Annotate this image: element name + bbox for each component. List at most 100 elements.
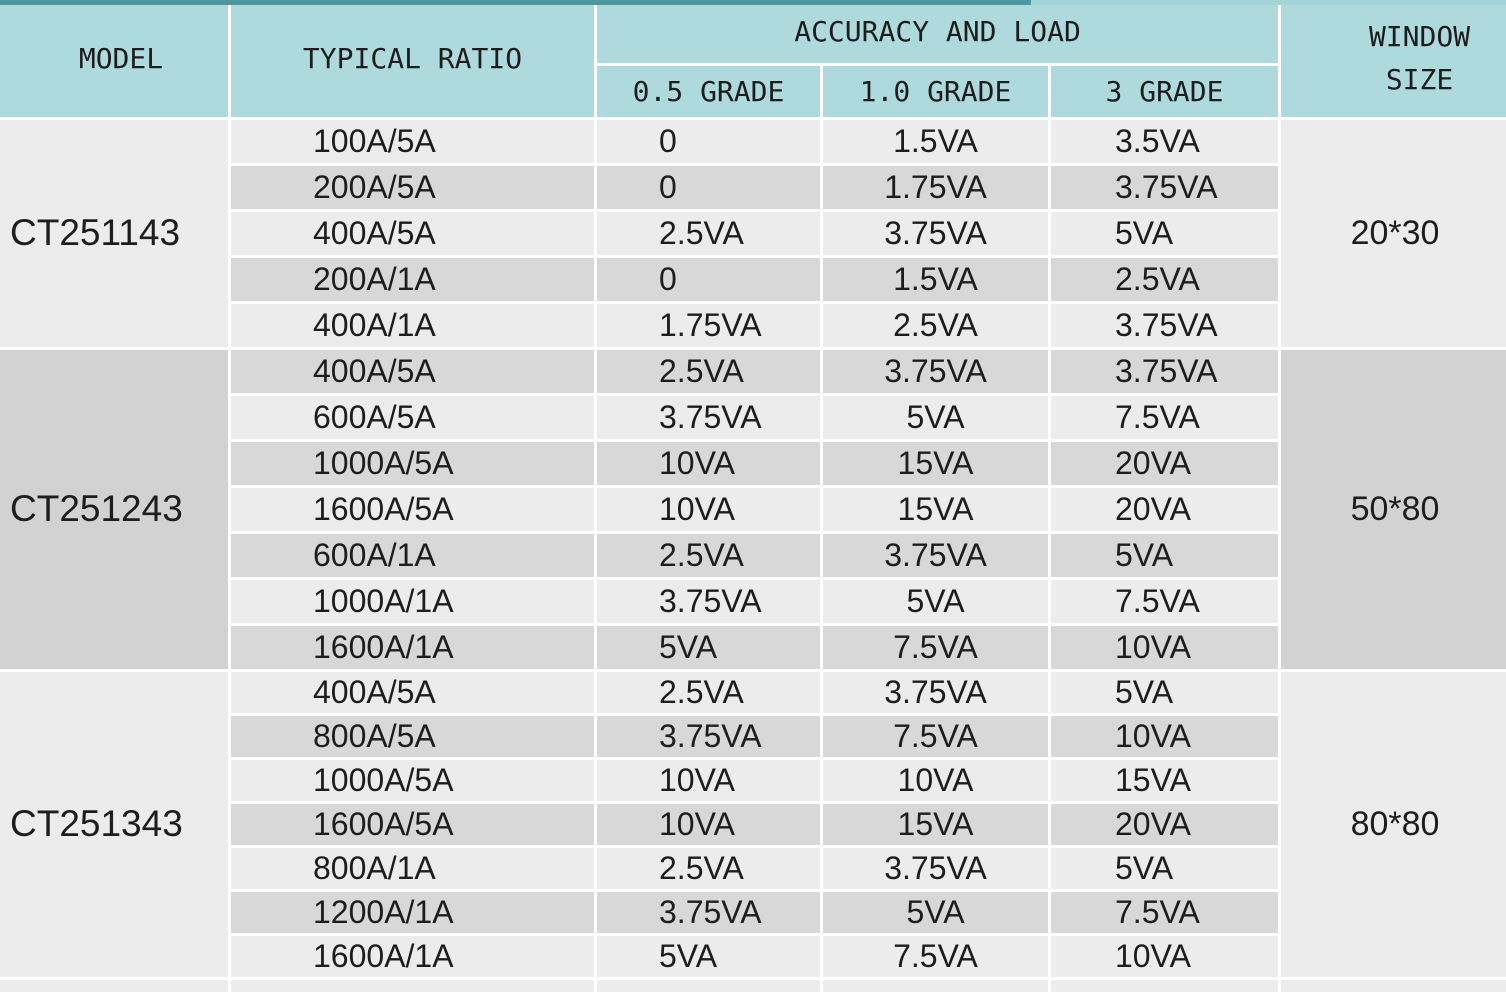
grade-05-cell: 10VA: [594, 438, 823, 488]
typical-ratio-cell: 1600A/1A: [228, 932, 597, 980]
table-row: 200A/1A 0 1.5VA 2.5VA: [0, 254, 1506, 304]
top-border-accent: [0, 0, 1031, 5]
empty-cell: [1278, 976, 1506, 995]
grade-05-cell: 2.5VA: [594, 668, 823, 716]
grade-10-cell: 7.5VA: [820, 932, 1051, 980]
typical-ratio-cell: 400A/5A: [228, 208, 597, 258]
grade-3-cell: 5VA: [1047, 844, 1282, 892]
grade-10-cell: 15VA: [820, 484, 1051, 534]
table-row: 1000A/5A 10VA 15VA 20VA: [0, 438, 1506, 488]
grade-05-cell: 3.75VA: [594, 712, 823, 760]
column-header-accuracy-and-load: ACCURACY AND LOAD: [593, 0, 1282, 66]
typical-ratio-cell: 600A/1A: [228, 530, 597, 580]
grade-10-cell: 3.75VA: [820, 844, 1051, 892]
window-size-cell: 80*80: [1278, 668, 1506, 980]
grade-10-cell: 1.5VA: [820, 254, 1051, 304]
column-header-grade-05: 0.5 GRADE: [594, 62, 823, 120]
grade-05-cell: 2.5VA: [594, 346, 823, 396]
grade-10-cell: 1.5VA: [820, 116, 1051, 166]
empty-cell: [1047, 976, 1282, 995]
grade-05-cell: 5VA: [594, 622, 823, 672]
table-row: 400A/5A 2.5VA 3.75VA 5VA: [0, 208, 1506, 258]
table-row: 800A/5A 3.75VA 7.5VA 10VA: [0, 712, 1506, 760]
grade-3-cell: 10VA: [1047, 932, 1282, 980]
grade-10-cell: 15VA: [820, 800, 1051, 848]
typical-ratio-cell: 200A/1A: [228, 254, 597, 304]
table-row: CT251143 100A/5A 0 1.5VA 3.5VA 20*30: [0, 116, 1506, 350]
grade-10-cell: 5VA: [820, 888, 1051, 936]
table-row: 1600A/1A 5VA 7.5VA 10VA: [0, 932, 1506, 980]
typical-ratio-cell: 600A/5A: [228, 392, 597, 442]
typical-ratio-cell: 800A/1A: [228, 844, 597, 892]
header-row-grades: 0.5 GRADE 1.0 GRADE 3 GRADE: [0, 62, 1506, 120]
table-row: 1000A/1A 3.75VA 5VA 7.5VA: [0, 576, 1506, 626]
grade-05-cell: 0: [594, 254, 823, 304]
model-cell: CT251243: [0, 346, 231, 672]
table-row: 600A/5A 3.75VA 5VA 7.5VA: [0, 392, 1506, 442]
typical-ratio-cell: 200A/5A: [228, 162, 597, 212]
grade-10-cell: 5VA: [820, 392, 1051, 442]
table-row: 200A/5A 0 1.75VA 3.75VA: [0, 162, 1506, 212]
grade-05-cell: 1.75VA: [594, 300, 823, 350]
table-row: 400A/1A 1.75VA 2.5VA 3.75VA: [0, 300, 1506, 350]
empty-cell: [0, 976, 231, 995]
grade-10-cell: 7.5VA: [820, 622, 1051, 672]
grade-3-cell: 3.75VA: [1047, 300, 1282, 350]
window-size-cell: 20*30: [1278, 116, 1506, 350]
grade-3-cell: 20VA: [1047, 484, 1282, 534]
typical-ratio-cell: 1000A/5A: [228, 438, 597, 488]
grade-05-cell: 3.75VA: [594, 392, 823, 442]
typical-ratio-cell: 800A/5A: [228, 712, 597, 760]
grade-10-cell: 3.75VA: [820, 346, 1051, 396]
table-row: 600A/1A 2.5VA 3.75VA 5VA: [0, 530, 1506, 580]
grade-05-cell: 5VA: [594, 932, 823, 980]
grade-3-cell: 10VA: [1047, 712, 1282, 760]
grade-3-cell: 20VA: [1047, 438, 1282, 488]
table-row: 1600A/1A 5VA 7.5VA 10VA: [0, 622, 1506, 672]
column-header-grade-3: 3 GRADE: [1047, 62, 1282, 120]
typical-ratio-cell: 1000A/5A: [228, 756, 597, 804]
typical-ratio-cell: 1000A/1A: [228, 576, 597, 626]
grade-10-cell: 10VA: [820, 756, 1051, 804]
grade-05-cell: 0: [594, 162, 823, 212]
grade-10-cell: 1.75VA: [820, 162, 1051, 212]
typical-ratio-cell: 400A/1A: [228, 300, 597, 350]
empty-cell: [228, 976, 597, 995]
typical-ratio-cell: 400A/5A: [228, 346, 597, 396]
typical-ratio-cell: 1600A/5A: [228, 484, 597, 534]
grade-10-cell: 7.5VA: [820, 712, 1051, 760]
table-row: CT251243 400A/5A 2.5VA 3.75VA 3.75VA 50*80: [0, 346, 1506, 672]
grade-05-cell: 10VA: [594, 800, 823, 848]
column-header-grade-10: 1.0 GRADE: [820, 62, 1051, 120]
header-row-main: MODEL TYPICAL RATIO ACCURACY AND LOAD WI…: [0, 0, 1506, 120]
grade-05-cell: 10VA: [594, 484, 823, 534]
grade-3-cell: 10VA: [1047, 622, 1282, 672]
grade-3-cell: 5VA: [1047, 668, 1282, 716]
grade-10-cell: 5VA: [820, 576, 1051, 626]
table-row: 1600A/5A 10VA 15VA 20VA: [0, 800, 1506, 848]
grade-05-cell: 3.75VA: [594, 888, 823, 936]
table-row: 1600A/5A 10VA 15VA 20VA: [0, 484, 1506, 534]
table-body: CT251143 100A/5A 0 1.5VA 3.5VA 20*30 200A/5A 0 1…: [0, 116, 1506, 995]
table-row: 800A/1A 2.5VA 3.75VA 5VA: [0, 844, 1506, 892]
typical-ratio-cell: 1600A/5A: [228, 800, 597, 848]
grade-05-cell: 2.5VA: [594, 208, 823, 258]
grade-3-cell: 2.5VA: [1047, 254, 1282, 304]
column-header-typical-ratio: TYPICAL RATIO: [228, 0, 597, 120]
grade-3-cell: 7.5VA: [1047, 888, 1282, 936]
grade-10-cell: 15VA: [820, 438, 1051, 488]
grade-3-cell: 5VA: [1047, 208, 1282, 258]
grade-3-cell: 15VA: [1047, 756, 1282, 804]
model-cell: CT251143: [0, 116, 231, 350]
grade-10-cell: 3.75VA: [820, 668, 1051, 716]
window-size-cell: 50*80: [1278, 346, 1506, 672]
grade-3-cell: 7.5VA: [1047, 576, 1282, 626]
model-cell: CT251343: [0, 668, 231, 980]
grade-10-cell: 2.5VA: [820, 300, 1051, 350]
grade-05-cell: 2.5VA: [594, 530, 823, 580]
grade-05-cell: 2.5VA: [594, 844, 823, 892]
typical-ratio-cell: 400A/5A: [228, 668, 597, 716]
typical-ratio-cell: 100A/5A: [228, 116, 597, 166]
